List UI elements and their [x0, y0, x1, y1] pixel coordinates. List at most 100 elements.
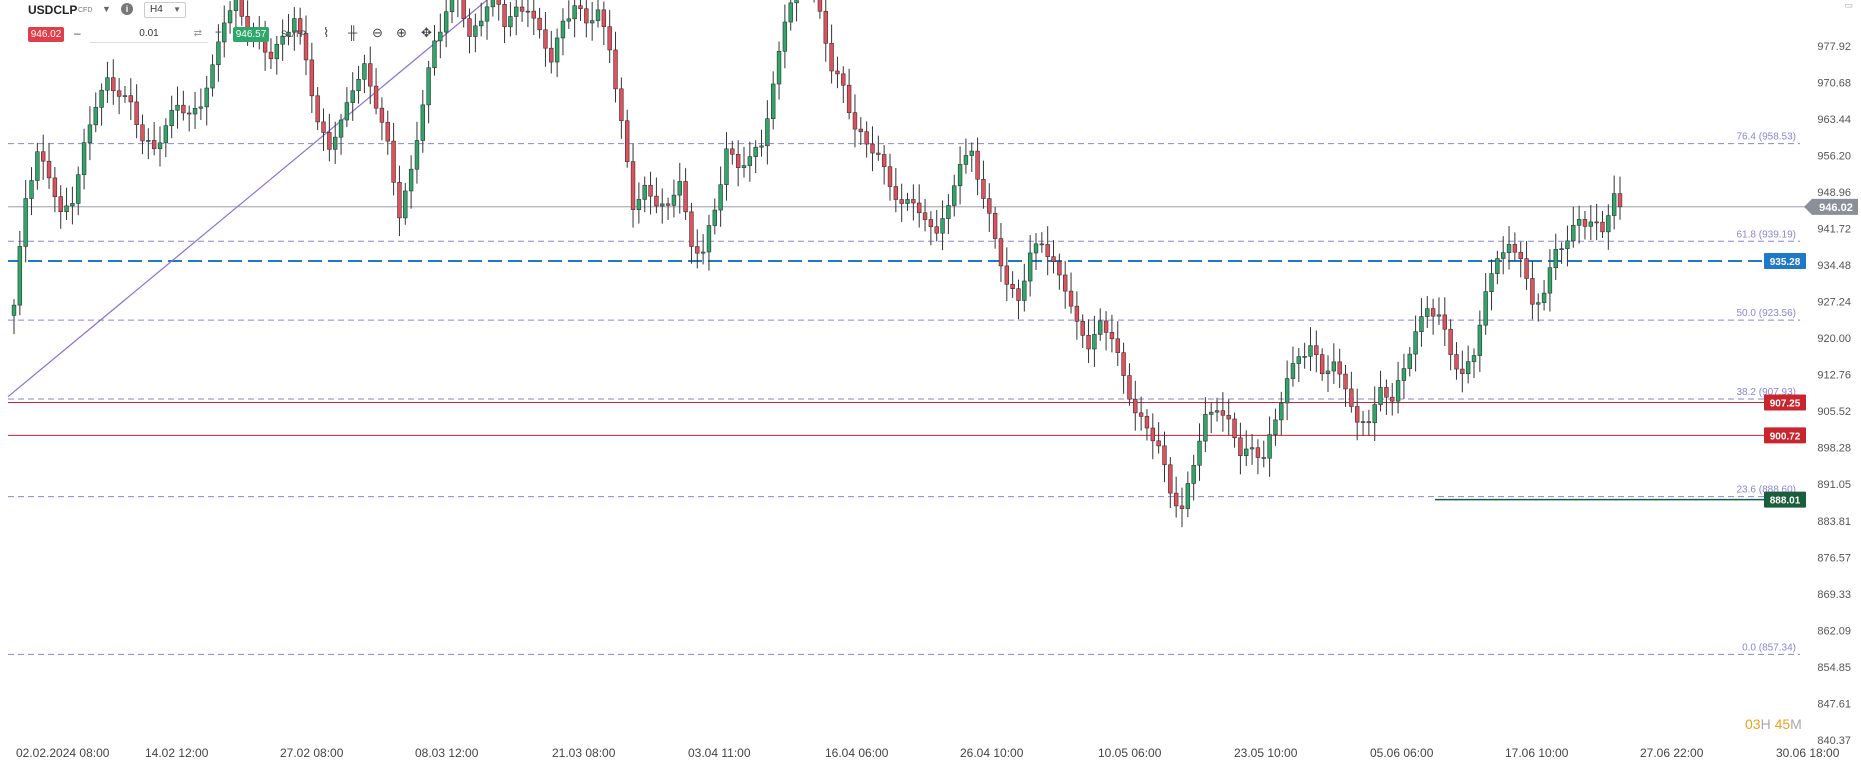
- candle-body: [379, 107, 385, 123]
- candle-body: [157, 142, 163, 150]
- level-tag: [1764, 491, 1806, 508]
- quantity-increase-button[interactable]: +: [215, 25, 223, 39]
- candle-body: [899, 199, 904, 204]
- candle-body: [23, 198, 28, 247]
- y-tick-label: 927.24: [1817, 297, 1851, 309]
- candle-body: [198, 106, 204, 109]
- candle-body: [1506, 244, 1512, 253]
- candle-body: [408, 168, 414, 192]
- candle-body: [1016, 288, 1021, 301]
- candle-body: [987, 198, 992, 214]
- candle-body: [881, 154, 887, 167]
- candle-body: [344, 102, 350, 121]
- candle-body: [660, 203, 665, 207]
- candle-body: [1518, 251, 1523, 260]
- candle-body: [841, 73, 846, 86]
- candle-body: [940, 218, 945, 234]
- candle-body: [309, 59, 315, 97]
- symbol-chevron-down-icon[interactable]: ▼: [102, 4, 111, 14]
- candle-body: [181, 104, 186, 114]
- candle-body: [1325, 370, 1331, 375]
- y-tick-label: 905.52: [1817, 406, 1851, 418]
- zoom-out-icon[interactable]: ⊖: [372, 25, 383, 40]
- candle-body: [595, 9, 601, 21]
- swap-icon[interactable]: ⇄: [193, 28, 202, 39]
- sell-button[interactable]: 946.02: [28, 27, 64, 42]
- candle-body: [981, 178, 986, 199]
- candle-body: [64, 205, 69, 213]
- candle-body: [403, 190, 408, 219]
- candle-body: [911, 199, 916, 204]
- candle-body: [654, 195, 659, 207]
- candle-body: [333, 136, 338, 150]
- level-tag-label: 907.25: [1770, 398, 1801, 409]
- candle-body: [1372, 404, 1377, 424]
- y-tick-label: 963.44: [1817, 114, 1851, 126]
- candle-body: [1232, 418, 1237, 439]
- candle-body: [998, 238, 1004, 267]
- candle-body: [578, 5, 583, 10]
- candle-body: [222, 22, 227, 43]
- candle-body: [11, 304, 17, 316]
- candle-body: [1022, 280, 1027, 301]
- sltp-button[interactable]: SL/TP: [281, 29, 307, 39]
- candle-body: [636, 199, 642, 210]
- candle-body: [391, 140, 396, 183]
- candle-body: [1541, 292, 1547, 303]
- candle-body: [1279, 402, 1284, 421]
- candle-body: [876, 152, 881, 155]
- candle-body: [58, 196, 63, 213]
- candle-body: [175, 104, 180, 111]
- quantity-input[interactable]: 0.01 ⇄: [90, 26, 208, 43]
- candle-body: [613, 49, 618, 90]
- crosshair-icon[interactable]: ✥: [421, 25, 432, 40]
- timeframe-select[interactable]: H4 ▼: [144, 2, 186, 18]
- level-tag: [1764, 253, 1806, 270]
- candle-body: [1255, 447, 1261, 458]
- candle-body: [753, 146, 758, 157]
- candle-body: [1203, 414, 1208, 442]
- line-chart-icon[interactable]: ⌇: [323, 25, 330, 40]
- candle-body: [373, 85, 379, 109]
- zoom-in-icon[interactable]: ⊕: [396, 25, 407, 40]
- candle-body: [1430, 308, 1436, 317]
- y-tick-label: 912.76: [1817, 370, 1851, 382]
- candle-body: [630, 161, 636, 210]
- info-icon[interactable]: i: [121, 3, 133, 15]
- candle-body: [525, 10, 531, 13]
- candle-body: [438, 31, 443, 42]
- quantity-decrease-button[interactable]: –: [74, 26, 81, 40]
- countdown-minutes-unit: M: [1790, 716, 1802, 732]
- candle-body: [1571, 225, 1576, 242]
- y-tick-label: 934.48: [1817, 260, 1851, 272]
- candle-body: [1063, 274, 1068, 292]
- candle-body: [216, 41, 221, 66]
- candle-body: [1027, 252, 1033, 282]
- candle-body: [700, 251, 706, 254]
- fib-level-label: 23.6 (888.60): [1737, 485, 1797, 496]
- candle-body: [52, 177, 58, 198]
- candle-body: [794, 0, 799, 4]
- candle-body: [46, 160, 52, 179]
- candles-icon[interactable]: ╫: [348, 25, 358, 40]
- countdown-hours: 03: [1745, 716, 1761, 732]
- level-tag-label: 888.01: [1770, 496, 1801, 507]
- candle-body: [730, 148, 735, 155]
- y-tick-label: 891.05: [1817, 479, 1851, 491]
- candle-body: [724, 148, 729, 186]
- candle-body: [858, 128, 863, 133]
- last-price-tag-label: 946.02: [1819, 202, 1853, 214]
- candle-body: [735, 153, 741, 168]
- candle-body: [952, 185, 957, 206]
- candle-body: [99, 89, 104, 108]
- window-restore-icon[interactable]: ▭: [1844, 0, 1853, 10]
- candle-body: [1360, 421, 1366, 423]
- buy-button[interactable]: 946.57: [233, 27, 269, 42]
- candle-body: [619, 88, 624, 122]
- candle-body: [1156, 440, 1161, 447]
- symbol-label[interactable]: USDCLP: [28, 3, 78, 17]
- candle-body: [1051, 256, 1056, 262]
- x-tick-label: 14.02 12:00: [145, 746, 209, 760]
